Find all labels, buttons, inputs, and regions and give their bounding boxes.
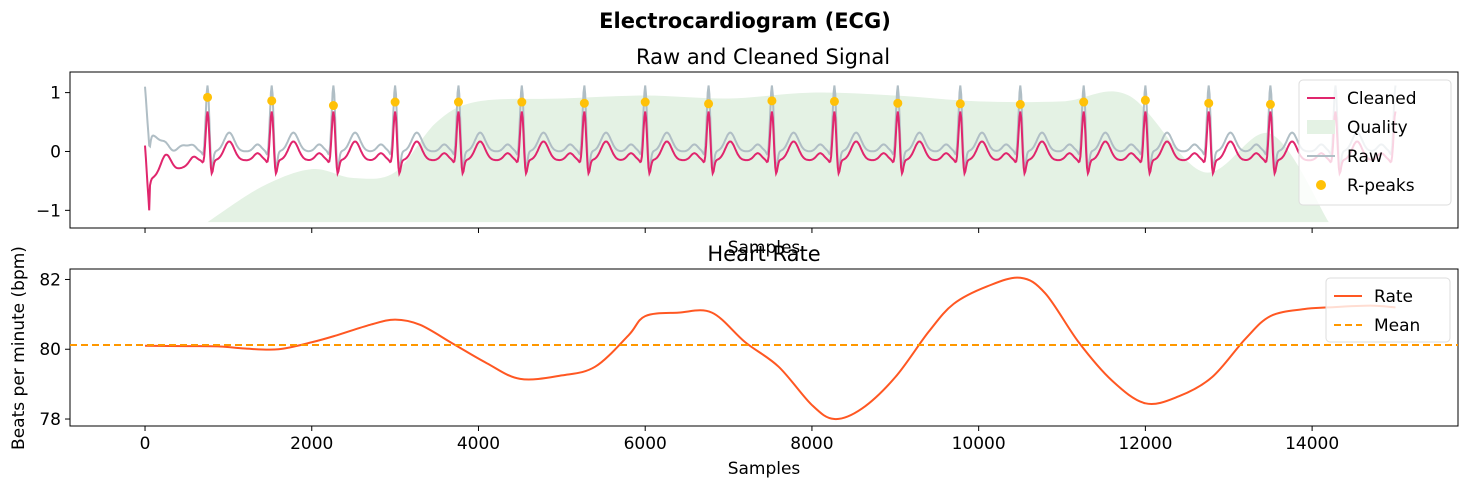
r-peak-point [829,96,839,106]
signal-panel: Raw and Cleaned Signal −1 0 1 Samples Clea… [36,45,1459,258]
heart-rate-panel: Heart Rate 78 80 82 0 2000 4000 6000 8000 10000 1… [9,242,1459,479]
r-peak-point [390,97,400,107]
r-peak-point [955,99,965,109]
figure-suptitle: Electrocardiogram (ECG) [599,9,891,33]
rate-xtick-label: 2000 [290,434,333,454]
rate-ytick-label: 80 [39,340,61,360]
r-peak-point [267,96,277,106]
heart-rate-panel-xlabel: Samples [728,459,801,479]
r-peak-point [328,101,338,111]
raw-signal-line [144,85,1397,170]
heart-rate-legend: Rate Mean [1325,277,1451,343]
rate-ytick-label: 78 [39,410,61,430]
r-peak-point [1140,95,1150,105]
r-peak-point [203,92,213,102]
rate-xtick-label: 8000 [790,434,833,454]
heart-rate-panel-title: Heart Rate [707,242,820,266]
rate-legend-label: Mean [1374,316,1420,336]
signal-legend-label: Cleaned [1347,89,1417,109]
signal-panel-title: Raw and Cleaned Signal [636,45,890,69]
r-peak-point [517,97,527,107]
signal-legend-label: R-peaks [1347,176,1415,196]
signal-panel-xlabel: Samples [728,238,801,258]
r-peak-point [640,97,650,107]
rate-xtick-label: 14000 [1285,434,1339,454]
signal-panel-ticks: −1 0 1 [36,84,1313,233]
rate-xtick-label: 10000 [952,434,1006,454]
r-peak-point [1079,97,1089,107]
signal-legend: Cleaned Quality Raw R-peaks [1298,79,1452,206]
r-peak-point [579,98,589,108]
r-peak-point [767,96,777,106]
heart-rate-plot-area [70,276,1458,421]
signal-panel-frame [69,71,1459,229]
legend-quality-swatch [1307,120,1335,134]
signal-legend-label: Raw [1347,147,1383,167]
heart-rate-line [145,276,1396,421]
rate-ytick-label: 82 [39,270,61,290]
r-peak-point [1015,99,1025,109]
heart-rate-panel-frame [69,268,1459,427]
r-peak-point [453,97,463,107]
legend-rpeaks-swatch [1316,180,1326,190]
signal-ytick-label: 1 [50,84,61,104]
heart-rate-panel-ticks: 78 80 82 0 2000 4000 6000 8000 10000 12000 14000 [39,270,1339,454]
r-peak-point [704,99,714,109]
rate-xtick-label: 4000 [457,434,500,454]
signal-legend-label: Quality [1347,118,1408,138]
signal-plot-area [144,85,1397,223]
rate-xtick-label: 12000 [1118,434,1172,454]
cleaned-signal-line [144,111,1397,211]
signal-ytick-label: 0 [50,142,61,162]
rate-legend-label: Rate [1374,287,1413,307]
signal-ytick-label: −1 [36,201,61,221]
rate-xtick-label: 0 [140,434,151,454]
rate-xtick-label: 6000 [624,434,667,454]
heart-rate-panel-ylabel: Beats per minute (bpm) [9,246,29,450]
r-peak-point [1204,98,1214,108]
signal-legend-frame [1298,79,1452,206]
r-peak-point [1265,99,1275,109]
r-peak-point [893,98,903,108]
